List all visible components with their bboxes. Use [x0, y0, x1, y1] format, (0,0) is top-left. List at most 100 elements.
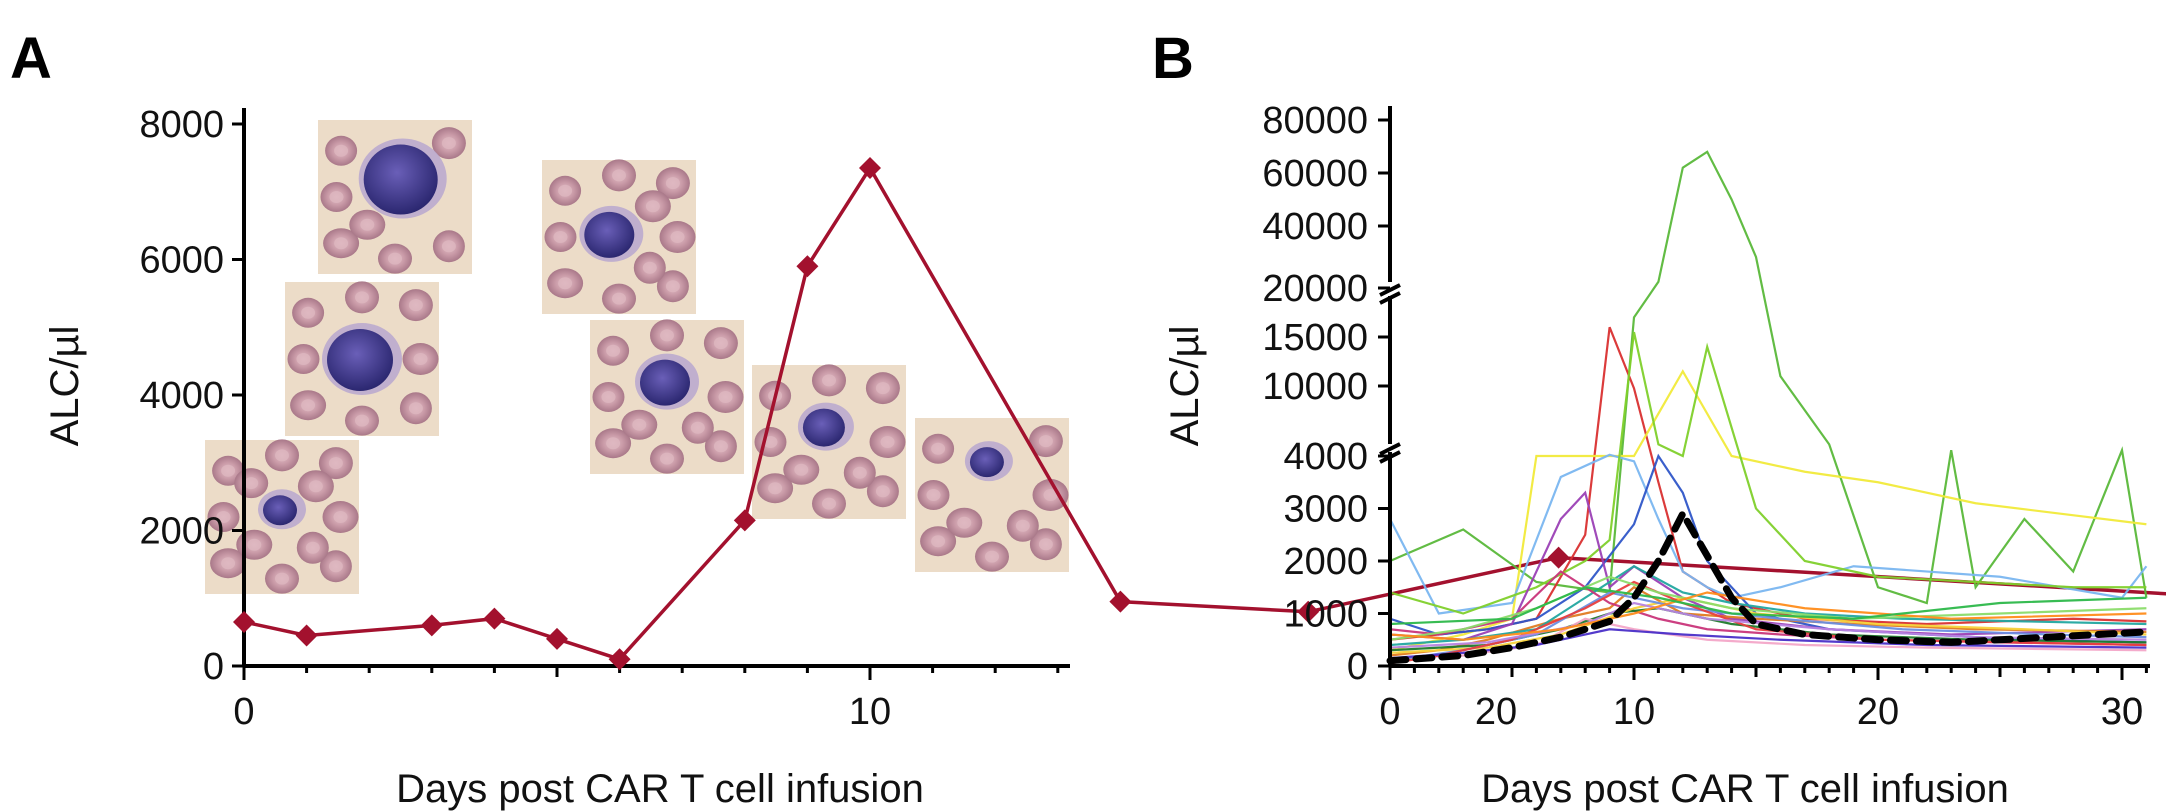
micrograph-2	[285, 281, 439, 436]
red-blood-cell-center	[985, 550, 999, 563]
panel-b-series	[1386, 150, 2150, 665]
panel-a-y-tick-label: 8000	[139, 104, 224, 146]
panel-b-y-tick-label: 15000	[1262, 317, 1368, 359]
red-blood-cell-center	[221, 557, 236, 570]
panel-a-y-tick-label: 4000	[139, 375, 224, 417]
panel-b-axes: 0 1000 2000 3000 4000 10000 15000 20000 40000 600…	[1262, 100, 2150, 733]
red-blood-cell-center	[957, 516, 972, 529]
panel-a-y-tick-label: 6000	[139, 240, 224, 282]
red-blood-cell-center	[1038, 435, 1053, 448]
red-blood-cell-center	[690, 421, 705, 434]
lymphocyte-nucleus	[802, 408, 845, 447]
red-blood-cell-center	[931, 535, 946, 548]
panel-b-y-tick-label: 20000	[1262, 268, 1368, 310]
panel-b-y-tick-label: 4000	[1283, 436, 1368, 478]
panel-b-y-tick-label: 3000	[1283, 489, 1368, 531]
red-blood-cell-center	[296, 353, 311, 365]
red-blood-cell-center	[601, 391, 616, 403]
panel-b-patient-9-line	[1389, 564, 2147, 647]
panel-a-x-tick-label: 10	[849, 691, 891, 733]
red-blood-cell-center	[328, 560, 343, 573]
lymphocyte-nucleus	[327, 329, 393, 391]
red-blood-cell-center	[558, 184, 573, 197]
panel-a-data-point	[420, 614, 443, 637]
red-blood-cell-center	[334, 237, 349, 250]
panel-b-ylabel: ALC/µl	[1163, 326, 1207, 447]
red-blood-cell-center	[301, 306, 316, 319]
panel-b-patient-3-line	[1389, 369, 2147, 652]
panel-a-xlabel: Days post CAR T cell infusion	[396, 767, 924, 811]
panel-a-y-tick-label: 0	[203, 646, 224, 688]
panel-a-axes: 0 2000 4000 6000 8000 0 10 20 30	[139, 104, 2143, 733]
red-blood-cell-center	[713, 440, 728, 453]
red-blood-cell-center	[718, 391, 733, 403]
red-blood-cell-center	[301, 399, 316, 412]
red-blood-cell-center	[763, 436, 778, 448]
red-blood-cell-center	[408, 402, 423, 415]
micrograph-1	[318, 120, 472, 274]
lymphocyte-nucleus	[363, 144, 438, 215]
micrograph-7	[915, 418, 1069, 572]
axis-break-mark	[1379, 283, 1401, 297]
red-blood-cell-center	[645, 200, 660, 213]
red-blood-cell-center	[334, 144, 349, 157]
panel-b-y-tick-label: 60000	[1262, 153, 1368, 195]
panel-a-data-point	[859, 157, 881, 180]
red-blood-cell-center	[606, 437, 621, 450]
red-blood-cell-center	[768, 482, 783, 495]
panel-a-data-point	[233, 610, 255, 633]
red-blood-cell-center	[822, 374, 836, 387]
panel-b: B 0 1000 2000 3000 4000 10000 15000 20000 40000 6…	[1152, 26, 2150, 811]
axis-break-mark	[1379, 291, 1401, 305]
panel-a-data-point	[733, 509, 756, 532]
panel-a-data-point	[1297, 600, 1320, 623]
panel-a-data-point	[546, 627, 568, 650]
red-blood-cell-center	[875, 485, 890, 498]
red-blood-cell-center	[612, 169, 626, 182]
panel-a-data-point	[483, 607, 506, 630]
red-blood-cell-center	[216, 511, 231, 523]
panel-b-x-tick-label: 0	[1379, 691, 1400, 733]
red-blood-cell-center	[606, 344, 621, 357]
panel-a-data-point	[295, 624, 318, 647]
red-blood-cell-center	[333, 511, 348, 523]
lymphocyte-nucleus	[584, 211, 635, 258]
red-blood-cell-center	[328, 457, 343, 470]
red-blood-cell-center	[275, 572, 289, 585]
red-blood-cell-center	[1015, 519, 1030, 532]
red-blood-cell-center	[713, 337, 728, 350]
red-blood-cell-center	[553, 231, 568, 243]
panel-b-patient-2-line	[1389, 326, 2147, 641]
panel-b-y-tick-label: 1000	[1283, 594, 1368, 636]
panel-a-x-tick-label: 0	[233, 691, 254, 733]
red-blood-cell-center	[275, 449, 289, 462]
micrograph-6	[752, 364, 906, 519]
panel-b-x-tick-label: 10	[1613, 691, 1655, 733]
red-blood-cell-center	[355, 414, 369, 427]
panel-a-data-point	[796, 255, 819, 278]
panel-b-x-tick-label: 30	[2101, 691, 2143, 733]
red-blood-cell-center	[794, 463, 809, 476]
panel-b-y-tick-label: 2000	[1283, 541, 1368, 583]
panel-a-x-tick-label: 20	[1475, 691, 1517, 733]
panel-a-y-tick-label: 2000	[139, 511, 224, 553]
red-blood-cell-center	[360, 218, 375, 231]
axis-break-mark	[1379, 442, 1401, 456]
micrograph-group	[205, 120, 1069, 594]
panel-a-data-point	[1109, 590, 1132, 613]
lymphocyte-nucleus	[263, 495, 297, 526]
panel-b-patient-19-line	[1389, 586, 2147, 626]
panel-b-xlabel: Days post CAR T cell infusion	[1481, 767, 2009, 811]
red-blood-cell-center	[665, 280, 680, 293]
lymphocyte-nucleus	[640, 359, 690, 406]
panel-b-label: B	[1152, 26, 1194, 91]
panel-a-data-point	[1547, 546, 1570, 569]
panel-b-patient-17-line	[1389, 601, 2147, 649]
panel-a-x-tick-label: 30	[2101, 691, 2143, 733]
red-blood-cell-center	[632, 418, 647, 431]
red-blood-cell-center	[642, 261, 657, 274]
red-blood-cell-center	[308, 480, 323, 493]
red-blood-cell-center	[612, 292, 626, 305]
red-blood-cell-center	[665, 177, 680, 190]
